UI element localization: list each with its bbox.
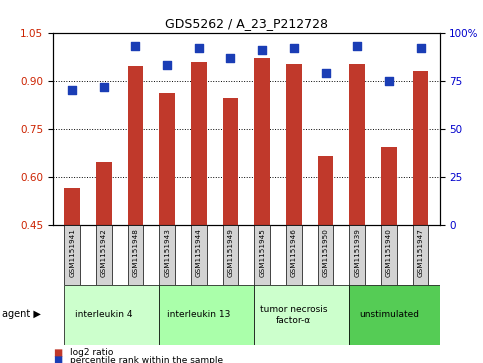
Text: GSM1151940: GSM1151940 (386, 228, 392, 277)
Text: tumor necrosis
factor-α: tumor necrosis factor-α (260, 305, 327, 325)
Text: GSM1151948: GSM1151948 (132, 228, 139, 277)
Point (290, 45, 298, 51)
Text: unstimulated: unstimulated (359, 310, 419, 319)
Text: agent ▶: agent ▶ (2, 309, 41, 319)
Bar (96, 225, 112, 285)
Point (385, 78, 393, 84)
Bar (64, 188, 80, 225)
Text: log2 ratio: log2 ratio (70, 348, 114, 357)
Text: GSM1151945: GSM1151945 (259, 228, 265, 277)
Bar (223, 225, 239, 285)
Point (68, 87, 76, 93)
Bar (349, 64, 365, 225)
Text: GSM1151941: GSM1151941 (69, 228, 75, 277)
Text: GSM1151939: GSM1151939 (354, 228, 360, 277)
Bar (128, 66, 143, 225)
Bar (159, 285, 254, 345)
Point (163, 62, 171, 68)
Bar (381, 225, 397, 285)
Point (195, 45, 203, 51)
Bar (191, 225, 207, 285)
Bar (64, 285, 159, 345)
Text: interleukin 13: interleukin 13 (167, 310, 230, 319)
Bar (254, 58, 270, 225)
Text: GSM1151946: GSM1151946 (291, 228, 297, 277)
Bar (64, 225, 80, 285)
Bar (254, 285, 349, 345)
Bar (349, 225, 365, 285)
Text: ■: ■ (53, 348, 62, 358)
Bar (96, 162, 112, 225)
Point (354, 43, 361, 49)
Bar (412, 71, 428, 225)
Bar (128, 225, 143, 285)
Bar (286, 225, 302, 285)
Point (322, 70, 329, 76)
Text: GSM1151944: GSM1151944 (196, 228, 202, 277)
Point (100, 83, 108, 89)
Text: GSM1151947: GSM1151947 (417, 228, 424, 277)
Bar (412, 225, 428, 285)
Text: GSM1151942: GSM1151942 (101, 228, 107, 277)
Text: percentile rank within the sample: percentile rank within the sample (70, 356, 223, 363)
Point (227, 55, 234, 61)
Bar (318, 225, 333, 285)
Bar (159, 93, 175, 225)
Text: interleukin 4: interleukin 4 (75, 310, 132, 319)
Text: GSM1151943: GSM1151943 (164, 228, 170, 277)
Point (258, 47, 266, 53)
Bar (381, 147, 397, 225)
Text: GSM1151950: GSM1151950 (323, 228, 328, 277)
Bar (318, 156, 333, 225)
Point (131, 43, 139, 49)
Title: GDS5262 / A_23_P212728: GDS5262 / A_23_P212728 (165, 17, 328, 30)
Bar (159, 225, 175, 285)
Point (417, 45, 425, 51)
Bar (286, 64, 302, 225)
Text: GSM1151949: GSM1151949 (227, 228, 233, 277)
Bar (254, 225, 270, 285)
Bar (191, 62, 207, 225)
Bar (223, 98, 239, 225)
Bar (349, 285, 444, 345)
Text: ■: ■ (53, 355, 62, 363)
